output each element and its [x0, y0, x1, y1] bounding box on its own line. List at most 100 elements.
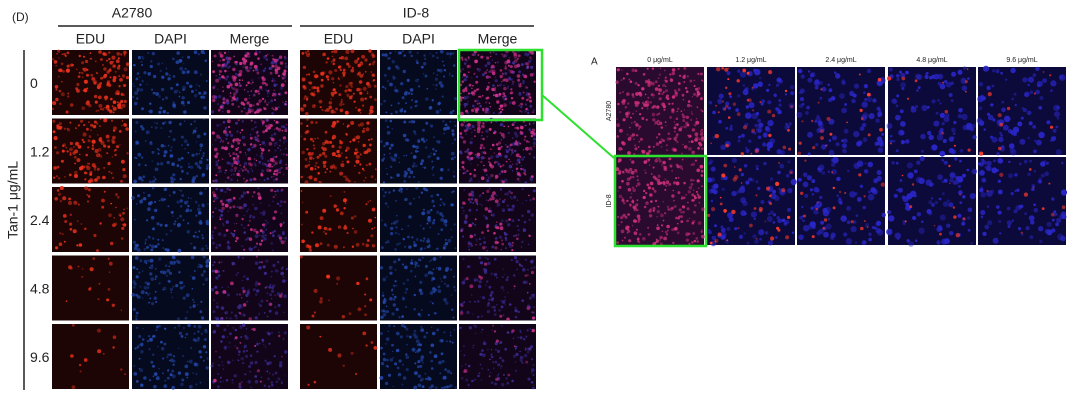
cell-dot	[371, 62, 375, 66]
cell-dot	[798, 68, 803, 74]
cell-dot	[939, 127, 944, 133]
cell-dot	[224, 69, 227, 73]
cell-dot	[256, 350, 258, 353]
cell-dot	[486, 189, 490, 193]
cell-dot	[249, 216, 252, 219]
cell-dot	[636, 171, 638, 174]
cell-dot	[367, 84, 372, 88]
cell-dot	[477, 300, 480, 303]
cell-dot	[364, 293, 367, 296]
cell-dot	[745, 105, 750, 109]
cell-dot	[453, 329, 456, 331]
cell-dot	[255, 280, 258, 284]
cell-dot	[969, 127, 974, 132]
cell-dot	[666, 205, 670, 209]
cell-dot	[622, 201, 626, 205]
cell-dot	[212, 241, 215, 245]
cell-dot	[312, 140, 315, 143]
cell-dot	[149, 244, 152, 247]
cell-dot	[490, 173, 494, 178]
cell-dot	[133, 63, 136, 67]
cell-dot	[819, 96, 823, 100]
cell-dot	[531, 149, 534, 151]
cell-dot	[144, 281, 147, 284]
cell-dot	[172, 101, 175, 104]
cell-dot	[219, 376, 222, 379]
cell-dot	[416, 51, 419, 54]
cell-dot	[62, 70, 65, 73]
cell-dot	[798, 234, 804, 240]
cell-dot	[189, 209, 193, 212]
cell-dot	[476, 203, 479, 206]
cell-dot	[494, 225, 496, 227]
cell-dot	[385, 343, 387, 345]
cell-dot	[151, 160, 153, 162]
cell-dot	[520, 125, 524, 130]
cell-dot	[263, 179, 266, 182]
cell-dot	[387, 330, 389, 332]
cell-dot	[133, 282, 137, 286]
cell-dot	[621, 101, 626, 105]
cell-dot	[382, 300, 386, 305]
cell-dot	[497, 141, 502, 145]
cell-dot	[429, 52, 432, 55]
cell-dot	[164, 327, 167, 330]
cell-dot	[335, 107, 338, 111]
cell-dot	[259, 242, 262, 246]
cell-dot	[107, 162, 111, 166]
cell-dot	[407, 224, 410, 227]
cell-dot	[500, 155, 502, 157]
cell-dot	[519, 331, 522, 334]
cell-dot	[273, 175, 275, 177]
cell-dot	[228, 125, 231, 129]
cell-dot	[180, 135, 184, 139]
cell-dot	[520, 360, 523, 362]
cell-dot	[256, 109, 260, 114]
cell-dot	[242, 60, 247, 65]
cell-dot	[350, 85, 354, 88]
cell-dot	[491, 297, 495, 301]
cell-dot	[665, 180, 670, 184]
micrograph	[210, 323, 288, 389]
cell-dot	[276, 202, 280, 205]
cell-dot	[439, 338, 443, 343]
cell-dot	[222, 224, 225, 227]
cell-dot	[197, 266, 200, 268]
cell-dot	[84, 178, 87, 181]
cell-dot	[529, 283, 531, 285]
cell-dot	[344, 56, 349, 61]
cell-dot	[60, 159, 64, 163]
cell-dot	[264, 108, 266, 111]
cell-dot	[78, 54, 82, 58]
cell-dot	[202, 283, 205, 286]
cell-dot	[97, 349, 102, 354]
cell-dot	[675, 117, 679, 121]
cell-dot	[192, 234, 196, 238]
cell-dot	[686, 75, 689, 78]
cell-dot	[275, 126, 279, 130]
cell-dot	[62, 233, 64, 235]
cell-dot	[266, 315, 269, 318]
cell-dot	[139, 176, 143, 180]
cell-dot	[138, 367, 141, 370]
cell-dot	[471, 179, 473, 182]
cell-dot	[354, 59, 359, 64]
cell-dot	[215, 152, 219, 156]
cell-dot	[385, 337, 390, 341]
cell-dot	[742, 200, 748, 207]
cell-dot	[957, 114, 962, 119]
cell-dot	[300, 175, 304, 179]
cell-dot	[179, 286, 183, 290]
cell-dot	[245, 154, 247, 156]
cell-dot	[251, 328, 253, 330]
cell-dot	[839, 93, 845, 99]
cell-dot	[107, 108, 111, 112]
cell-dot	[186, 172, 189, 175]
cell-dot	[631, 224, 634, 227]
cell-dot	[284, 56, 287, 60]
cell-dot	[406, 78, 410, 82]
cell-dot	[754, 148, 759, 154]
cell-dot	[832, 206, 836, 210]
cell-dot	[671, 194, 675, 198]
cell-dot	[186, 311, 188, 313]
